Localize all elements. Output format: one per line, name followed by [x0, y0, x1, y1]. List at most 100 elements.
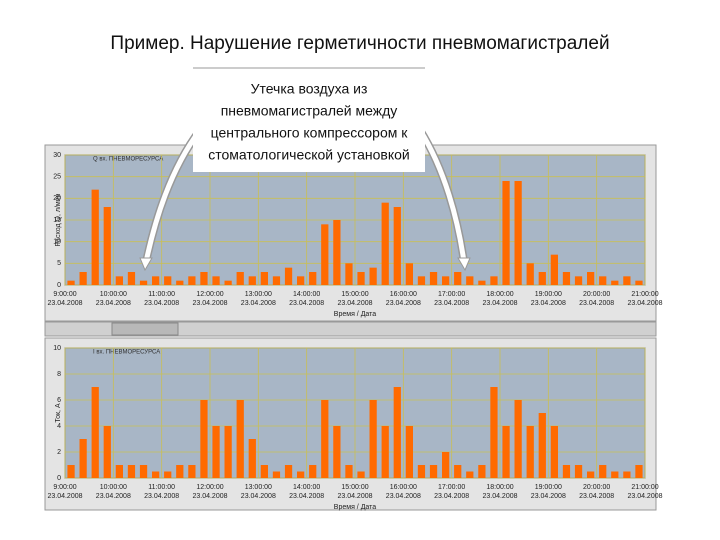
x-tick-date: 23.04.2008: [482, 300, 517, 307]
x-tick-date: 23.04.2008: [531, 493, 566, 500]
x-tick-label: 20:00:00: [583, 484, 610, 491]
bar: [381, 426, 389, 478]
callout-line: стоматологической установкой: [208, 147, 410, 163]
bar: [635, 465, 643, 478]
x-tick-label: 17:00:00: [438, 484, 465, 491]
bar: [224, 426, 232, 478]
bar: [623, 276, 631, 285]
bar: [393, 387, 401, 478]
x-tick-label: 10:00:00: [100, 291, 127, 298]
bar: [381, 202, 389, 285]
x-axis-label: Время / Дата: [334, 504, 377, 511]
bar: [562, 465, 571, 478]
bar: [284, 267, 293, 285]
x-tick-date: 23.04.2008: [289, 493, 324, 500]
bar: [345, 465, 353, 478]
x-tick-label: 18:00:00: [486, 484, 513, 491]
y-tick-label: 0: [57, 475, 61, 482]
bar: [635, 280, 643, 285]
bar: [260, 272, 268, 285]
bar: [260, 465, 268, 478]
y-axis-label: Расход Q, л/мин: [55, 193, 62, 246]
bar: [345, 263, 353, 285]
y-tick-label: 2: [57, 449, 61, 456]
bar: [623, 471, 631, 478]
x-tick-label: 21:00:00: [631, 484, 658, 491]
bar: [309, 272, 317, 285]
y-tick-label: 4: [57, 423, 61, 430]
x-tick-label: 10:00:00: [100, 484, 127, 491]
bar: [417, 276, 426, 285]
bar: [188, 465, 196, 478]
arrow-head: [457, 257, 471, 272]
x-tick-date: 23.04.2008: [96, 300, 131, 307]
chart-title: Q вх. ПНЕВМОРЕСУРСА: [93, 157, 163, 163]
x-tick-date: 23.04.2008: [144, 300, 179, 307]
bar: [127, 465, 136, 478]
x-tick-label: 14:00:00: [293, 484, 320, 491]
bar: [550, 254, 558, 285]
bar: [514, 400, 522, 478]
bar: [272, 471, 281, 478]
bar: [297, 276, 305, 285]
bar: [611, 280, 619, 285]
callout-line: Утечка воздуха из: [251, 81, 368, 97]
bar: [490, 387, 498, 478]
bar: [478, 280, 486, 285]
callout-box: [193, 72, 425, 172]
bar: [526, 263, 534, 285]
arrow: [417, 128, 467, 263]
x-tick-label: 11:00:00: [148, 484, 175, 491]
x-tick-date: 23.04.2008: [47, 300, 82, 307]
bar: [152, 471, 160, 478]
bar: [357, 272, 365, 285]
bar: [224, 280, 232, 285]
x-tick-date: 23.04.2008: [96, 493, 131, 500]
x-tick-label: 18:00:00: [486, 291, 513, 298]
x-tick-label: 16:00:00: [390, 291, 417, 298]
bar: [587, 471, 595, 478]
bar: [79, 272, 87, 285]
x-tick-date: 23.04.2008: [579, 300, 614, 307]
bar: [454, 465, 462, 478]
bar: [139, 465, 148, 478]
callout-line: пневмомагистралей между: [221, 103, 398, 119]
scrollbar[interactable]: [44, 321, 657, 337]
bar: [127, 272, 136, 285]
bar: [490, 276, 498, 285]
bar: [538, 413, 546, 478]
chart-title: I вх. ПНЕВМОРЕСУРСА: [93, 350, 160, 356]
x-tick-date: 23.04.2008: [47, 493, 82, 500]
bar: [164, 276, 172, 285]
scroll-thumb[interactable]: [111, 322, 179, 336]
bar: [333, 426, 341, 478]
bar: [369, 267, 377, 285]
x-tick-date: 23.04.2008: [434, 300, 469, 307]
bar: [611, 471, 619, 478]
bar: [248, 439, 256, 478]
x-tick-date: 23.04.2008: [192, 493, 227, 500]
bar: [272, 276, 281, 285]
y-tick-label: 15: [53, 217, 61, 224]
bar: [115, 276, 123, 285]
x-tick-date: 23.04.2008: [289, 300, 324, 307]
bar: [67, 280, 75, 285]
y-tick-label: 5: [57, 260, 61, 267]
bar: [599, 465, 607, 478]
bar: [176, 280, 184, 285]
x-tick-date: 23.04.2008: [386, 493, 421, 500]
x-tick-label: 21:00:00: [631, 291, 658, 298]
bar: [200, 400, 208, 478]
y-tick-label: 10: [53, 239, 61, 246]
bar: [236, 272, 244, 285]
x-tick-date: 23.04.2008: [192, 300, 227, 307]
bar: [502, 181, 510, 285]
x-tick-label: 13:00:00: [245, 484, 272, 491]
bar: [164, 471, 172, 478]
x-tick-date: 23.04.2008: [627, 493, 662, 500]
chart: I вх. ПНЕВМОРЕСУРСА Ток, А Время / Дата 0 2 4…: [47, 345, 662, 511]
y-tick-label: 10: [53, 345, 61, 352]
x-tick-label: 20:00:00: [583, 291, 610, 298]
bar: [115, 465, 123, 478]
y-tick-label: 0: [57, 282, 61, 289]
